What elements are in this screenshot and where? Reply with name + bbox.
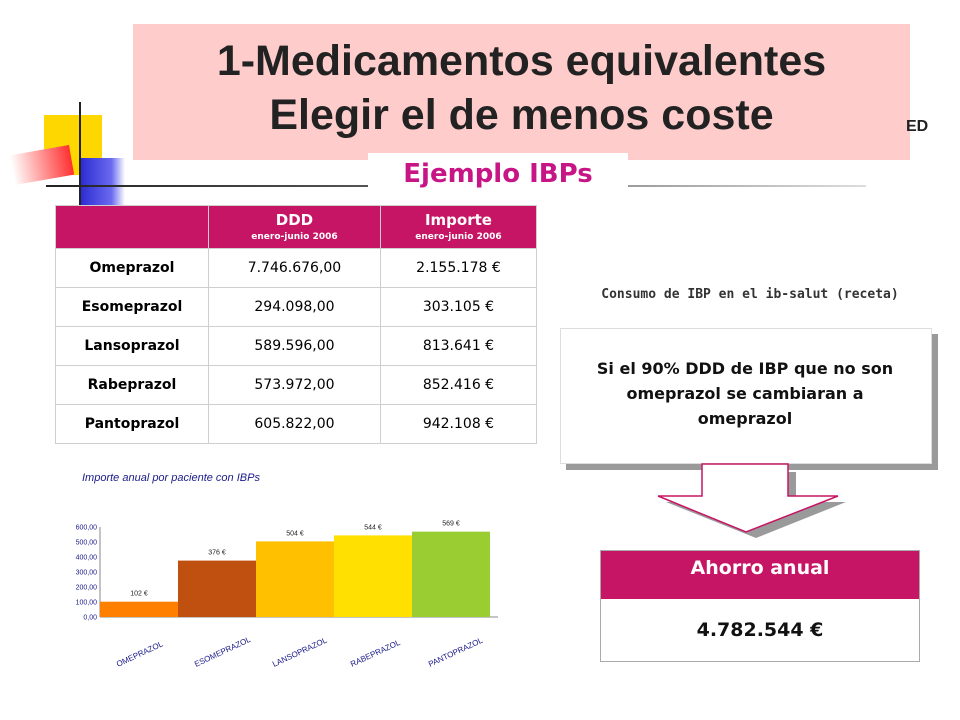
ahorro-value: 4.782.544 € <box>601 599 919 661</box>
header-ddd-label: DDD <box>275 211 314 229</box>
callout-box <box>560 328 932 464</box>
title-box <box>133 24 910 160</box>
ahorro-label: Ahorro anual <box>601 551 919 599</box>
callout-line-1: Si el 90% DDD de IBP que no son <box>596 359 894 378</box>
importe-chart: Importe anual por paciente con IBPs 0,00… <box>76 472 498 669</box>
bar-value-label: 504 € <box>286 530 304 537</box>
importe-value: 2.155.178 € <box>379 248 538 288</box>
ddd-value: 589.596,00 <box>208 326 381 366</box>
chart-bar <box>256 541 334 617</box>
category-label: RABEPRAZOL <box>349 638 402 669</box>
drug-name: Esomeprazol <box>55 287 209 327</box>
table-row: Omeprazol 7.746.676,00 2.155.178 € <box>55 248 538 288</box>
table-row: Rabeprazol 573.972,00 852.416 € <box>55 365 538 405</box>
header-ddd-period: enero-junio 2006 <box>251 232 338 242</box>
bar-value-label: 102 € <box>130 591 148 598</box>
y-tick-label: 600,00 <box>76 525 98 532</box>
importe-value: 813.641 € <box>379 326 538 366</box>
importe-value: 942.108 € <box>379 404 538 444</box>
y-tick-label: 300,00 <box>76 570 98 577</box>
bar-value-label: 376 € <box>208 550 226 557</box>
title-line-1: 1-Medicamentos equivalentes <box>216 37 827 85</box>
table-row: Pantoprazol 605.822,00 942.108 € <box>55 404 538 444</box>
down-arrow-icon <box>657 463 846 538</box>
chart-bars: 102 € OMEPRAZOL 376 € ESOMEPRAZOL 504 € LANSO… <box>100 521 490 669</box>
callout-line-2: omeprazol se cambiaran a <box>626 384 864 403</box>
ddd-value: 7.746.676,00 <box>208 248 381 288</box>
header-ddd: DDD enero-junio 2006 <box>208 205 381 249</box>
y-tick-label: 100,00 <box>76 600 98 607</box>
slide-title: 1-Medicamentos equivalentes Elegir el de… <box>133 34 910 142</box>
category-label: PANTOPRAZOL <box>427 636 485 669</box>
callout-line-3: omeprazol <box>697 409 793 428</box>
header-importe: Importe enero-junio 2006 <box>379 205 538 249</box>
importe-value: 303.105 € <box>379 287 538 327</box>
ddd-value: 605.822,00 <box>208 404 381 444</box>
table-row: Lansoprazol 589.596,00 813.641 € <box>55 326 538 366</box>
partial-background-text: ED <box>906 118 929 135</box>
table-row: Esomeprazol 294.098,00 303.105 € <box>55 287 538 327</box>
decorative-vertical-line <box>79 102 81 222</box>
drug-name: Rabeprazol <box>55 365 209 405</box>
ddd-value: 573.972,00 <box>208 365 381 405</box>
header-importe-label: Importe <box>424 211 492 229</box>
y-tick-label: 500,00 <box>76 540 98 547</box>
header-empty <box>55 205 209 249</box>
ddd-value: 294.098,00 <box>208 287 381 327</box>
chart-bar <box>178 560 256 617</box>
y-tick-label: 400,00 <box>76 555 98 562</box>
callout-text: Si el 90% DDD de IBP que no son omeprazo… <box>560 356 930 431</box>
subtitle: Ejemplo IBPs <box>368 153 628 195</box>
importe-value: 852.416 € <box>379 365 538 405</box>
drug-name: Lansoprazol <box>55 326 209 366</box>
category-label: LANSOPRAZOL <box>271 635 329 668</box>
drug-name: Pantoprazol <box>55 404 209 444</box>
chart-bar <box>412 531 490 617</box>
chart-title: Importe anual por paciente con IBPs <box>82 472 260 484</box>
chart-bar <box>334 535 412 617</box>
drug-name: Omeprazol <box>55 248 209 288</box>
chart-bar <box>100 601 178 617</box>
bar-value-label: 569 € <box>442 521 460 528</box>
y-tick-label: 200,00 <box>76 585 98 592</box>
ahorro-box: Ahorro anual 4.782.544 € <box>600 550 920 662</box>
category-label: ESOMEPRAZOL <box>193 635 252 669</box>
table-header-row: DDD enero-junio 2006 Importe enero-junio… <box>55 205 538 249</box>
decorative-red-bar <box>9 145 75 185</box>
title-line-2: Elegir el de menos coste <box>269 91 774 139</box>
ibp-table: DDD enero-junio 2006 Importe enero-junio… <box>55 205 538 444</box>
consumo-caption: Consumo de IBP en el ib-salut (receta) <box>601 287 899 302</box>
category-label: OMEPRAZOL <box>115 639 165 669</box>
y-tick-label: 0,00 <box>83 615 97 622</box>
header-importe-period: enero-junio 2006 <box>415 232 502 242</box>
bar-value-label: 544 € <box>364 524 382 531</box>
